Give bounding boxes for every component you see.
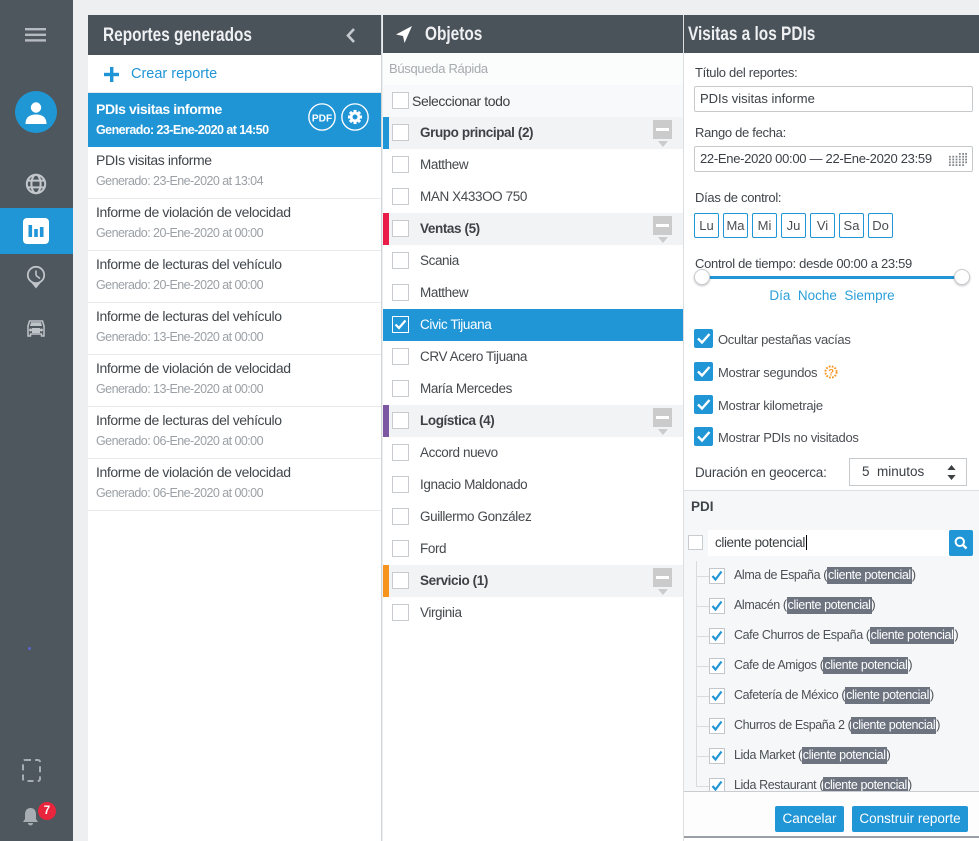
svg-text:?: ? [828,368,834,379]
svg-text:PDF: PDF [312,113,332,124]
